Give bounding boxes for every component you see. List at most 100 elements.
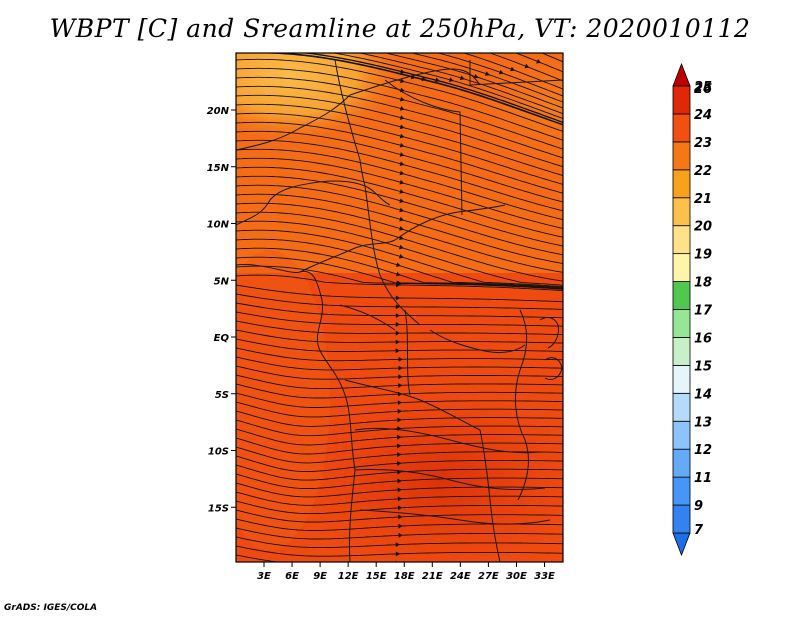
colorbar-segment: [672, 62, 691, 87]
lon-tick-label: 9E: [313, 571, 327, 582]
colorbar-label: 20: [694, 220, 712, 235]
country-borders: [236, 59, 563, 562]
streamline-arrow: [395, 330, 401, 336]
streamline-arrow: [399, 106, 405, 111]
lon-tick-label: 18E: [394, 571, 415, 582]
streamline-arrow: [473, 73, 479, 79]
streamline-arrow: [398, 523, 403, 529]
lat-tick-label: 5N: [214, 276, 230, 287]
streamline-arrow: [399, 96, 405, 102]
colorbar-label: 9: [694, 499, 703, 514]
colorbar-segment: [672, 476, 691, 506]
lat-tick-label: 15S: [208, 503, 229, 514]
streamline-arrow: [399, 142, 405, 148]
streamline-arrow: [395, 551, 401, 557]
colorbar-label: 14: [694, 387, 712, 402]
streamline: [463, 53, 563, 90]
lat-tick-label: EQ: [214, 333, 230, 344]
colorbar-label: 22: [694, 164, 712, 179]
streamline-arrow: [399, 198, 405, 203]
streamline: [515, 53, 563, 73]
colorbar-label: 21: [694, 192, 712, 207]
colorbar-segment: [672, 392, 691, 422]
lat-tick-label: 10N: [207, 220, 230, 231]
lat-tick-label: 5S: [215, 390, 229, 401]
streamline-arrow: [399, 189, 405, 194]
streamline-arrow: [395, 348, 401, 354]
map-area: [236, 53, 563, 562]
streamline-arrow: [459, 75, 465, 81]
streamline-arrow: [400, 78, 405, 84]
longitude-ticks: 3E 6E 9E 12E 15E 18E 21E 24E 27E 30E 33E: [257, 562, 555, 582]
wbpt-field-nw: [236, 53, 400, 140]
streamline: [411, 53, 563, 103]
lon-tick-label: 15E: [366, 571, 387, 582]
colorbar-label: 18: [694, 276, 712, 291]
grads-credit: GrADS: IGES/COLA: [4, 603, 98, 613]
colorbar-label: 17: [694, 304, 713, 319]
colorbar-segment: [672, 169, 691, 199]
streamline-arrow: [397, 409, 403, 414]
streamline-arrow: [395, 271, 401, 277]
chart-title: WBPT [C] and Sreamline at 250hPa, VT: 20…: [49, 14, 751, 43]
streamline-arrow: [396, 452, 402, 458]
streamline-arrow: [498, 69, 504, 75]
streamline-arrow: [399, 152, 405, 157]
streamline-arrow: [448, 77, 454, 82]
streamline-arrow: [398, 254, 404, 259]
lon-tick-label: 24E: [450, 571, 471, 582]
streamline: [281, 53, 563, 125]
streamline-arrow: [395, 339, 401, 345]
streamline-arrow: [399, 226, 405, 231]
streamline-arrow: [395, 313, 401, 319]
streamline: [236, 320, 563, 336]
colorbar-label: 15: [694, 359, 712, 374]
streamline-arrow: [536, 59, 542, 64]
streamline-arrow: [397, 478, 402, 484]
streamline-arrow: [395, 262, 401, 268]
streamline-arrow: [524, 63, 530, 69]
colorbar-segment: [672, 85, 691, 115]
streamline: [236, 238, 563, 288]
streamline-arrow: [397, 417, 402, 423]
streamline-arrow: [398, 532, 403, 538]
streamline-arrow: [399, 161, 405, 167]
streamline-arrow: [397, 505, 403, 511]
colorbar-label: 23: [694, 136, 712, 151]
streamline-arrow: [399, 124, 405, 130]
streamline-arrow: [398, 374, 403, 380]
lon-tick-label: 27E: [478, 571, 499, 582]
colorbar-segment: [672, 309, 691, 338]
streamline-arrow: [395, 542, 401, 548]
streamline: [236, 302, 563, 319]
streamline: [236, 58, 563, 132]
colorbar-label: 11: [694, 471, 712, 486]
streamline-arrow: [395, 304, 401, 310]
streamline: [307, 53, 563, 123]
colorbar-segment: [672, 532, 691, 557]
streamline-arrow: [398, 514, 403, 520]
colorbar-label: 12: [694, 443, 712, 458]
streamline-arrow: [399, 216, 405, 222]
streamline-arrow: [398, 357, 403, 362]
colorbar-segment: [672, 364, 691, 394]
colorbar-segment: [672, 420, 691, 450]
streamline-arrow: [397, 487, 403, 493]
lat-tick-label: 20N: [207, 106, 230, 117]
streamline-arrow: [484, 71, 490, 76]
colorbar-segment: [672, 253, 691, 282]
colorbar-label: 26: [694, 82, 712, 97]
colorbar-segment: [672, 448, 691, 478]
lon-tick-label: 3E: [257, 571, 271, 582]
colorbar-segment: [672, 141, 691, 171]
lat-tick-label: 15N: [207, 163, 230, 174]
streamline-arrow: [421, 76, 427, 82]
streamline: [236, 338, 563, 352]
colorbar-segment: [672, 281, 691, 310]
streamline-arrow: [395, 322, 401, 327]
colorbar-segment: [672, 337, 691, 366]
streamline-arrow: [399, 170, 405, 176]
latitude-ticks: 20N 15N 10N 5N EQ 5S 10S 15S: [207, 106, 236, 514]
